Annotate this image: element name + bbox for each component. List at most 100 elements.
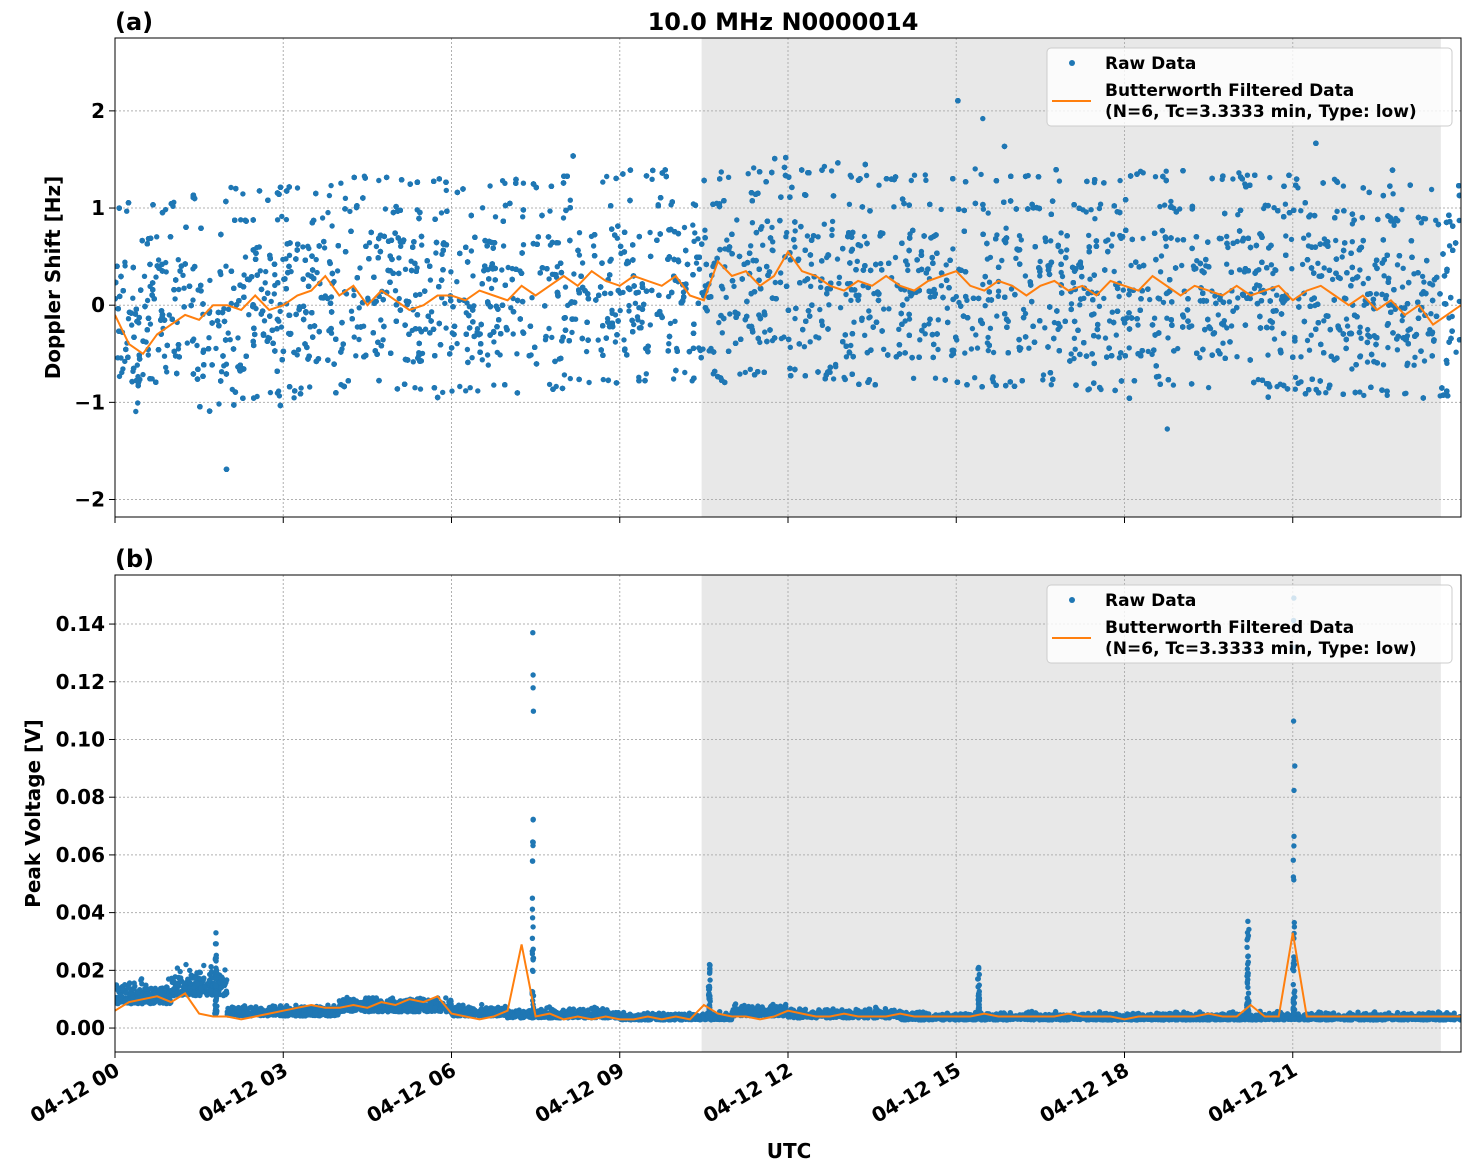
raw-point — [479, 205, 486, 211]
raw-point — [319, 215, 326, 221]
raw-point — [334, 268, 341, 274]
raw-point — [161, 353, 168, 359]
raw-point — [1412, 354, 1418, 360]
raw-point — [911, 172, 918, 178]
raw-point — [321, 245, 328, 251]
raw-point — [995, 288, 1002, 294]
raw-point — [866, 315, 872, 321]
raw-point — [194, 342, 200, 349]
raw-point — [283, 256, 289, 262]
raw-point — [866, 308, 872, 314]
raw-point — [670, 376, 677, 382]
raw-point — [1026, 345, 1032, 351]
raw-point — [760, 242, 766, 248]
raw-point — [1394, 347, 1401, 353]
raw-point — [985, 347, 991, 354]
raw-point — [1205, 384, 1212, 391]
raw-point — [1288, 236, 1295, 243]
raw-point — [1427, 280, 1433, 287]
raw-point — [1109, 309, 1116, 315]
raw-point — [943, 262, 949, 268]
raw-point — [1158, 253, 1165, 259]
raw-point — [808, 261, 815, 267]
raw-point — [325, 209, 331, 216]
raw-point — [443, 325, 449, 331]
raw-point — [724, 237, 730, 243]
raw-point — [990, 349, 997, 356]
raw-point — [163, 364, 169, 371]
raw-point — [1402, 391, 1408, 397]
raw-point — [520, 180, 527, 186]
raw-point — [1244, 172, 1251, 178]
raw-point — [1064, 247, 1070, 253]
raw-point — [499, 178, 506, 184]
raw-point — [125, 316, 132, 322]
raw-point — [1399, 317, 1405, 324]
raw-point — [1170, 382, 1177, 388]
raw-point — [751, 165, 757, 171]
raw-point — [569, 329, 575, 336]
raw-point — [1298, 208, 1304, 214]
raw-point — [1103, 238, 1109, 244]
raw-point — [696, 266, 703, 272]
raw-point — [508, 305, 514, 311]
raw-point — [164, 369, 170, 375]
raw-point — [649, 176, 655, 182]
raw-point — [600, 376, 606, 383]
raw-point — [547, 208, 553, 214]
raw-point — [1013, 255, 1019, 261]
raw-point — [980, 206, 987, 212]
raw-point — [353, 353, 359, 359]
raw-point — [314, 269, 320, 276]
raw-point — [283, 216, 290, 223]
raw-point — [605, 377, 612, 383]
raw-point — [682, 369, 688, 376]
raw-point — [1168, 198, 1174, 205]
raw-point — [356, 305, 362, 311]
raw-point — [932, 375, 939, 381]
raw-point — [1364, 359, 1371, 365]
raw-point — [922, 331, 928, 337]
raw-point — [1109, 231, 1116, 237]
raw-point — [719, 330, 725, 336]
raw-point — [326, 192, 333, 199]
raw-point — [1271, 336, 1278, 342]
raw-point — [1334, 208, 1340, 214]
raw-point — [1453, 349, 1459, 355]
raw-point — [520, 242, 527, 248]
raw-point — [1349, 366, 1355, 372]
raw-point — [1360, 280, 1367, 287]
raw-point — [962, 350, 968, 356]
raw-point — [950, 246, 956, 252]
raw-point — [1113, 332, 1120, 338]
raw-point — [175, 346, 182, 352]
raw-point — [263, 268, 269, 275]
raw-point — [938, 206, 944, 213]
raw-point — [329, 223, 335, 229]
raw-point — [1394, 262, 1401, 268]
raw-point — [792, 315, 798, 322]
raw-point — [881, 306, 887, 312]
raw-point — [571, 271, 577, 277]
raw-point — [1092, 216, 1098, 222]
raw-point — [891, 204, 897, 210]
raw-point — [692, 230, 698, 236]
raw-point — [846, 201, 853, 207]
raw-point — [986, 279, 993, 285]
raw-point — [626, 302, 632, 309]
raw-point — [549, 334, 555, 341]
raw-point — [1116, 293, 1122, 300]
raw-point — [1095, 334, 1102, 340]
raw-point — [454, 279, 460, 285]
raw-point — [1299, 261, 1306, 268]
raw-point — [449, 388, 455, 394]
raw-point — [154, 234, 160, 240]
raw-point — [910, 375, 917, 381]
raw-point — [1102, 335, 1109, 341]
raw-point — [792, 244, 798, 250]
raw-point — [1380, 362, 1387, 368]
raw-point — [666, 341, 672, 347]
raw-point — [279, 213, 285, 220]
raw-point — [927, 294, 933, 300]
raw-point — [922, 172, 928, 178]
